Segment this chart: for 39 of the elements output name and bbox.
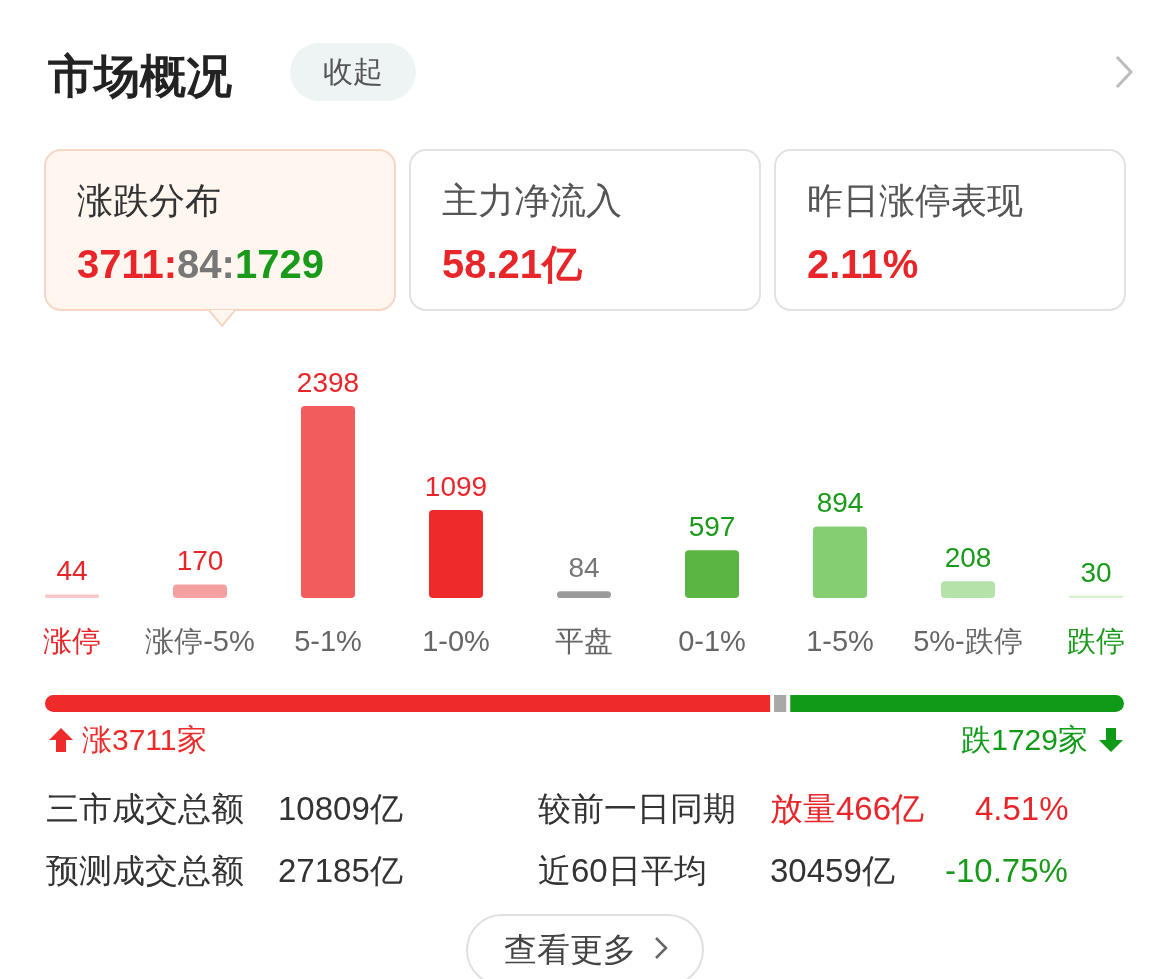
data-label: 894 <box>816 487 864 519</box>
x-tick-label: 1-0% <box>422 625 490 657</box>
x-tick-label: 平盘 <box>555 625 613 657</box>
text: 4.51% <box>975 790 1069 827</box>
data-label: 170 <box>176 545 224 577</box>
data-label: 84 <box>568 552 600 584</box>
text: 预测成交总额 <box>46 852 244 889</box>
data-label: 597 <box>688 511 736 543</box>
x-tick-label: 5%-跌停 <box>913 625 1023 657</box>
text: 10809亿 <box>278 790 403 827</box>
text: 较前一日同期 <box>538 790 736 827</box>
text: 30459亿 <box>770 852 895 889</box>
text: 收起 <box>323 55 383 88</box>
text: 查看更多 <box>504 931 636 968</box>
data-label: 30 <box>1080 556 1112 588</box>
text: -10.75% <box>945 852 1068 889</box>
text: 三市成交总额 <box>46 790 244 827</box>
x-tick-label: 涨停 <box>43 625 101 657</box>
text: 涨3711家 <box>82 723 207 756</box>
text: 近60日平均 <box>538 852 707 889</box>
data-label: 1099 <box>424 471 488 503</box>
data-label: 208 <box>944 542 992 574</box>
text: 跌1729家 <box>961 723 1088 756</box>
text: 58.21亿 <box>442 242 584 286</box>
text: 昨日涨停表现 <box>807 180 1023 221</box>
text: 市场概况 <box>48 50 232 102</box>
text: 涨跌分布 <box>77 180 221 221</box>
text: 2.11% <box>807 242 919 286</box>
x-tick-label: 5-1% <box>294 625 362 657</box>
x-tick-label: 跌停 <box>1067 625 1125 657</box>
data-label: 2398 <box>296 367 360 398</box>
text: 放量466亿 <box>770 790 925 827</box>
text: 主力净流入 <box>442 180 622 221</box>
text: 27185亿 <box>278 852 403 889</box>
x-tick-label: 1-5% <box>806 625 874 657</box>
data-label: 44 <box>56 555 88 587</box>
text: 3711:84:1729 <box>77 242 324 286</box>
x-tick-label: 0-1% <box>678 625 746 657</box>
x-tick-label: 涨停-5% <box>145 625 255 657</box>
